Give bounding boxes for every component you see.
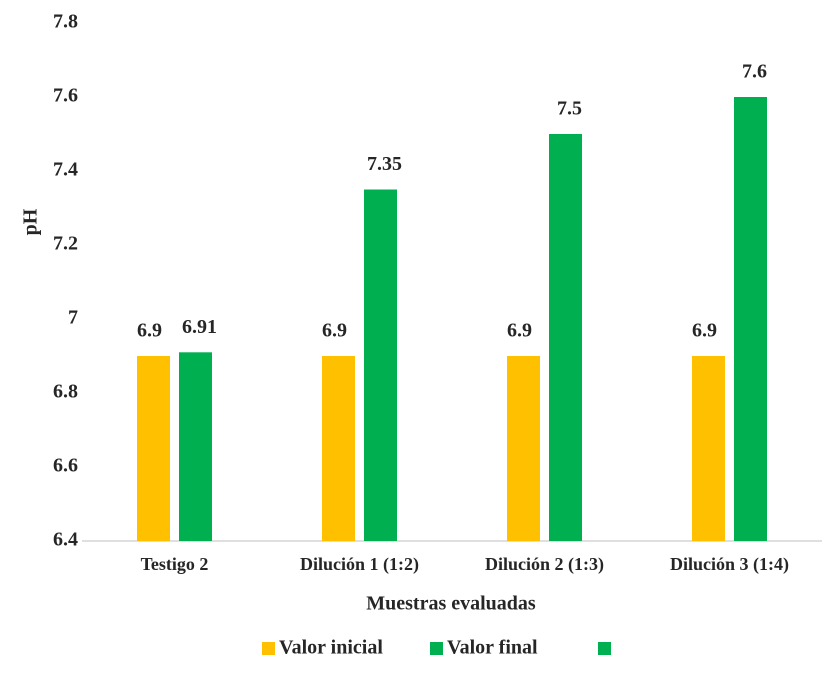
- y-tick-label: 7.2: [53, 233, 78, 255]
- legend-label: Valor final: [447, 637, 538, 659]
- bar: [549, 134, 582, 541]
- bar: [364, 189, 397, 541]
- y-tick-label: 7.6: [53, 85, 78, 107]
- bar: [137, 356, 170, 541]
- value-label: 7.35: [367, 153, 402, 175]
- value-label: 6.9: [322, 320, 347, 342]
- legend-swatch: [262, 642, 275, 655]
- y-tick-label: 6.4: [53, 529, 78, 551]
- x-tick-label: Dilución 2 (1:3): [485, 554, 604, 575]
- x-axis-label: Muestras evaluadas: [366, 593, 536, 615]
- x-tick-label: Dilución 1 (1:2): [300, 554, 419, 575]
- bar: [692, 356, 725, 541]
- value-label: 6.91: [182, 316, 217, 338]
- y-tick-label: 7.8: [53, 11, 78, 33]
- value-label: 6.9: [507, 320, 532, 342]
- y-tick-label: 6.6: [53, 455, 78, 477]
- x-tick-label: Dilución 3 (1:4): [670, 554, 789, 575]
- y-tick-label: 6.8: [53, 381, 78, 403]
- bar: [734, 97, 767, 541]
- x-tick-label: Testigo 2: [141, 554, 209, 574]
- bar: [322, 356, 355, 541]
- value-label: 7.6: [742, 61, 767, 83]
- legend-swatch: [430, 642, 443, 655]
- bar: [179, 352, 212, 541]
- value-label: 7.5: [557, 98, 582, 120]
- value-label: 6.9: [137, 320, 162, 342]
- y-axis-label: pH: [20, 208, 42, 235]
- legend-swatch-extra: [598, 642, 611, 655]
- value-label: 6.9: [692, 320, 717, 342]
- y-tick-label: 7.4: [53, 159, 78, 181]
- y-tick-label: 7: [68, 307, 78, 329]
- bar: [507, 356, 540, 541]
- legend-label: Valor inicial: [279, 637, 383, 659]
